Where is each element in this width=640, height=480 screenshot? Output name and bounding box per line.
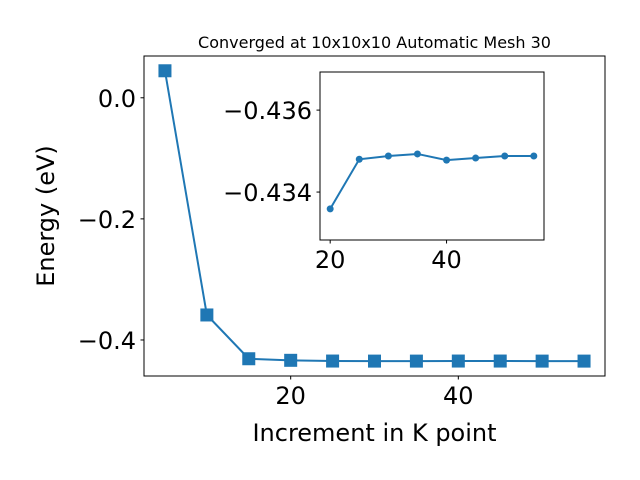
marker <box>326 354 340 368</box>
marker <box>409 354 423 368</box>
marker <box>242 352 256 366</box>
x-tick-label: 20 <box>315 246 346 274</box>
marker <box>530 152 538 160</box>
marker <box>443 156 451 164</box>
marker <box>535 354 549 368</box>
y-tick-label: −0.4 <box>78 327 136 355</box>
x-axis-label: Increment in K point <box>252 419 496 447</box>
x-tick-label: 40 <box>443 382 474 410</box>
marker <box>472 154 480 162</box>
marker <box>158 64 172 78</box>
marker <box>493 354 507 368</box>
marker <box>384 152 392 160</box>
y-tick-label: −0.436 <box>223 97 312 125</box>
marker <box>355 155 363 163</box>
chart-title: Converged at 10x10x10 Automatic Mesh 30 <box>198 33 551 52</box>
series-line <box>329 152 534 210</box>
y-tick-label: −0.434 <box>223 179 312 207</box>
x-tick-label: 20 <box>275 382 306 410</box>
x-tick-label: 40 <box>431 246 462 274</box>
marker <box>577 354 591 368</box>
y-tick-label: 0.0 <box>98 85 136 113</box>
marker <box>326 205 334 213</box>
marker <box>413 150 421 158</box>
marker <box>284 353 298 367</box>
marker <box>501 152 509 160</box>
marker <box>368 354 381 368</box>
marker <box>200 308 214 322</box>
marker <box>451 354 465 368</box>
y-axis-label: Energy (eV) <box>32 145 60 287</box>
y-tick-label: −0.2 <box>78 206 136 234</box>
